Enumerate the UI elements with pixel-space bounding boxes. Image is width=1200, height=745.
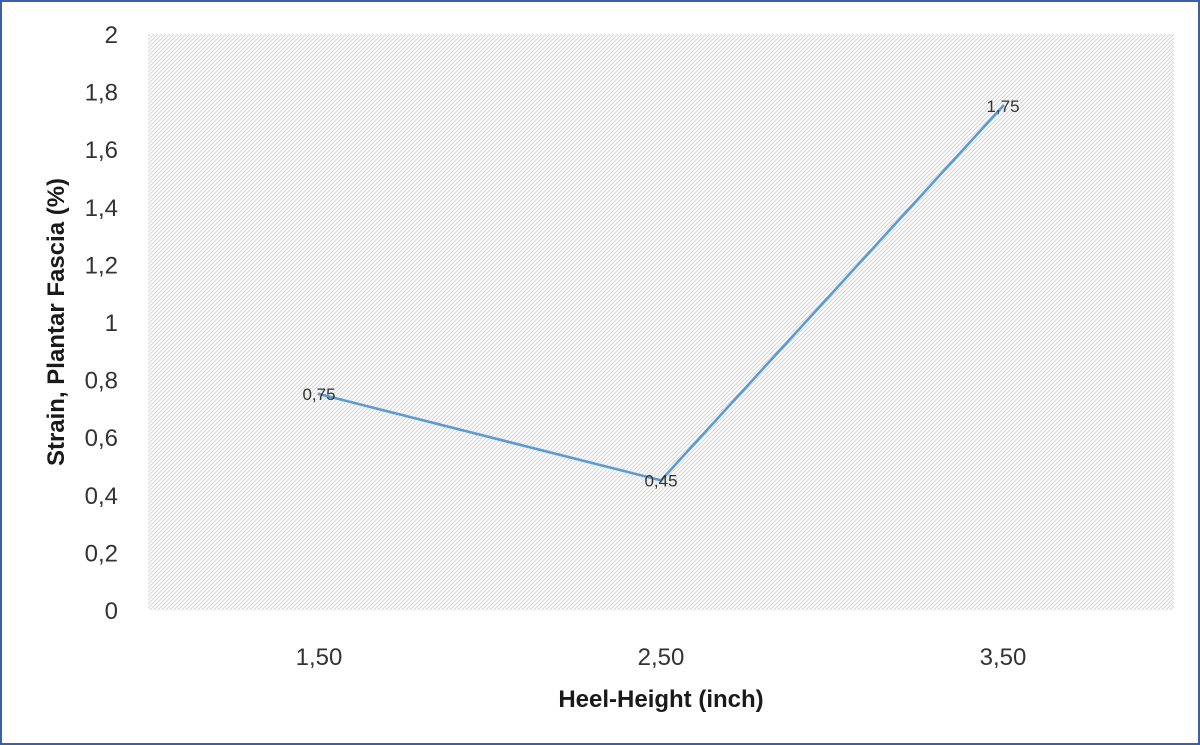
y-tick-label: 1,4 xyxy=(85,195,118,222)
y-tick-label: 1,2 xyxy=(85,252,118,279)
x-tick-label: 3,50 xyxy=(980,644,1027,671)
y-tick-label: 1 xyxy=(105,310,118,337)
data-label: 0,45 xyxy=(644,471,677,490)
data-point xyxy=(659,478,663,482)
data-label: 1,75 xyxy=(986,97,1019,116)
x-tick-label: 1,50 xyxy=(296,644,343,671)
y-tick-label: 0,8 xyxy=(85,368,118,395)
data-point xyxy=(317,392,321,396)
plot-area xyxy=(148,34,1174,610)
data-label: 0,75 xyxy=(302,385,335,404)
y-tick-label: 0,4 xyxy=(85,483,118,510)
y-tick-label: 0 xyxy=(105,598,118,625)
x-tick-label: 2,50 xyxy=(638,644,685,671)
y-axis-title: Strain, Plantar Fascia (%) xyxy=(43,178,70,466)
y-tick-label: 0,2 xyxy=(85,540,118,567)
x-axis-ticks: 1,50 2,50 3,50 xyxy=(296,644,1027,671)
y-tick-label: 0,6 xyxy=(85,425,118,452)
series-group: 0,75 0,45 1,75 xyxy=(302,97,1019,490)
y-axis-ticks: 0 0,2 0,4 0,6 0,8 1 1,2 1,4 1,6 1,8 2 xyxy=(85,22,118,625)
x-axis-title: Heel-Height (inch) xyxy=(558,686,763,713)
y-tick-label: 1,8 xyxy=(85,80,118,107)
data-point xyxy=(1001,104,1005,108)
y-tick-label: 2 xyxy=(105,22,118,49)
y-tick-label: 1,6 xyxy=(85,137,118,164)
